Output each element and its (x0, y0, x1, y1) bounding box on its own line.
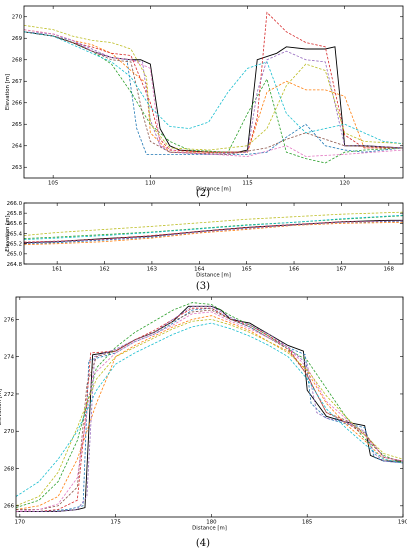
series-line-5 (24, 31, 403, 155)
y-tick-label: 272 (4, 392, 14, 398)
y-tick-label: 270 (12, 15, 23, 21)
series-line-6 (24, 31, 403, 155)
panel-2: 105 110 115 120 263 264 265 266 267 268 269 270 Dist… (5, 5, 404, 193)
series-line-3 (24, 31, 403, 164)
panel-3-caption: (3) (196, 281, 210, 292)
x-tick-label: 110 (145, 181, 156, 187)
series-line-2 (24, 29, 403, 153)
series-group (16, 302, 403, 512)
x-axis-label: Distance [m] (196, 273, 231, 279)
series-line-3 (16, 302, 403, 509)
panel-4-caption: (4) (196, 538, 210, 549)
x-tick-label: 164 (194, 267, 205, 273)
x-tick-label: 167 (336, 267, 346, 273)
x-tick-label: 161 (52, 267, 62, 273)
panel-2-caption: (2) (196, 188, 210, 199)
y-tick-label: 264 (12, 144, 23, 150)
series-line-9 (16, 322, 403, 497)
series-line-4 (24, 11, 403, 153)
y-tick-label: 268 (4, 466, 15, 472)
y-axis-label: Elevation [m] (5, 74, 11, 110)
series-line-4 (16, 307, 403, 512)
y-tick-label: 269 (12, 36, 23, 42)
y-tick-label: 265.0 (7, 252, 23, 258)
x-tick-label: 190 (398, 520, 407, 526)
y-tick-label: 265.8 (7, 211, 23, 217)
series-line-0 (16, 305, 403, 512)
axes-frame (23, 5, 404, 179)
x-tick-label: 168 (384, 267, 395, 273)
x-tick-label: 120 (340, 181, 351, 187)
y-tick-label: 266.0 (7, 201, 23, 207)
panel-3: 161 162 163 164 165 166 167 168 264.8 265.0 265.2 2… (5, 201, 404, 279)
x-tick-label: 105 (48, 181, 58, 187)
y-tick-label: 266 (4, 504, 15, 510)
x-tick-label: 165 (242, 267, 252, 273)
series-line-0 (24, 31, 403, 153)
y-tick-label: 276 (4, 317, 15, 323)
x-tick-label: 185 (302, 520, 312, 526)
x-tick-label: 166 (289, 267, 300, 273)
series-line-8 (16, 318, 403, 507)
x-tick-label: 162 (99, 267, 109, 273)
x-axis-label: Distance [m] (192, 526, 227, 532)
x-axis-label: Distance [m] (196, 187, 231, 193)
series-line-7 (16, 311, 403, 512)
series-line-1 (16, 307, 403, 512)
x-tick-label: 115 (242, 181, 252, 187)
series-line-3 (24, 215, 403, 239)
x-tick-label: 163 (147, 267, 157, 273)
y-axis-label: Elevation [m] (0, 389, 3, 425)
series-line-6 (16, 309, 403, 510)
y-tick-label: 265.2 (7, 242, 22, 248)
series-line-4 (24, 220, 403, 243)
y-tick-label: 270 (4, 429, 15, 435)
y-tick-label: 268 (12, 58, 23, 64)
y-tick-label: 265 (12, 122, 22, 128)
series-line-5 (16, 305, 403, 512)
series-line-0 (24, 219, 403, 244)
y-tick-label: 264.8 (7, 262, 23, 268)
y-tick-label: 266 (12, 101, 23, 107)
series-line-1 (24, 31, 403, 155)
series-line-8 (24, 24, 403, 151)
series-group (24, 211, 403, 246)
series-line-9 (24, 31, 403, 144)
series-group (24, 11, 403, 164)
y-tick-label: 265.4 (7, 231, 23, 237)
series-line-7 (24, 29, 403, 157)
series-line-2 (16, 315, 403, 510)
y-axis-label: Elevation [m] (5, 215, 11, 251)
series-line-2 (24, 221, 403, 246)
x-tick-label: 175 (110, 520, 120, 526)
y-tick-label: 274 (4, 355, 15, 361)
x-tick-label: 180 (206, 520, 217, 526)
x-tick-label: 170 (15, 520, 26, 526)
y-tick-label: 265.6 (7, 221, 23, 227)
y-tick-label: 263 (12, 165, 22, 171)
y-tick-label: 267 (12, 79, 22, 85)
axes-frame (15, 296, 404, 518)
axes-frame (23, 202, 404, 265)
panel-4: 170 175 180 185 190 266 268 270 272 274 276 Distanc… (0, 296, 407, 532)
